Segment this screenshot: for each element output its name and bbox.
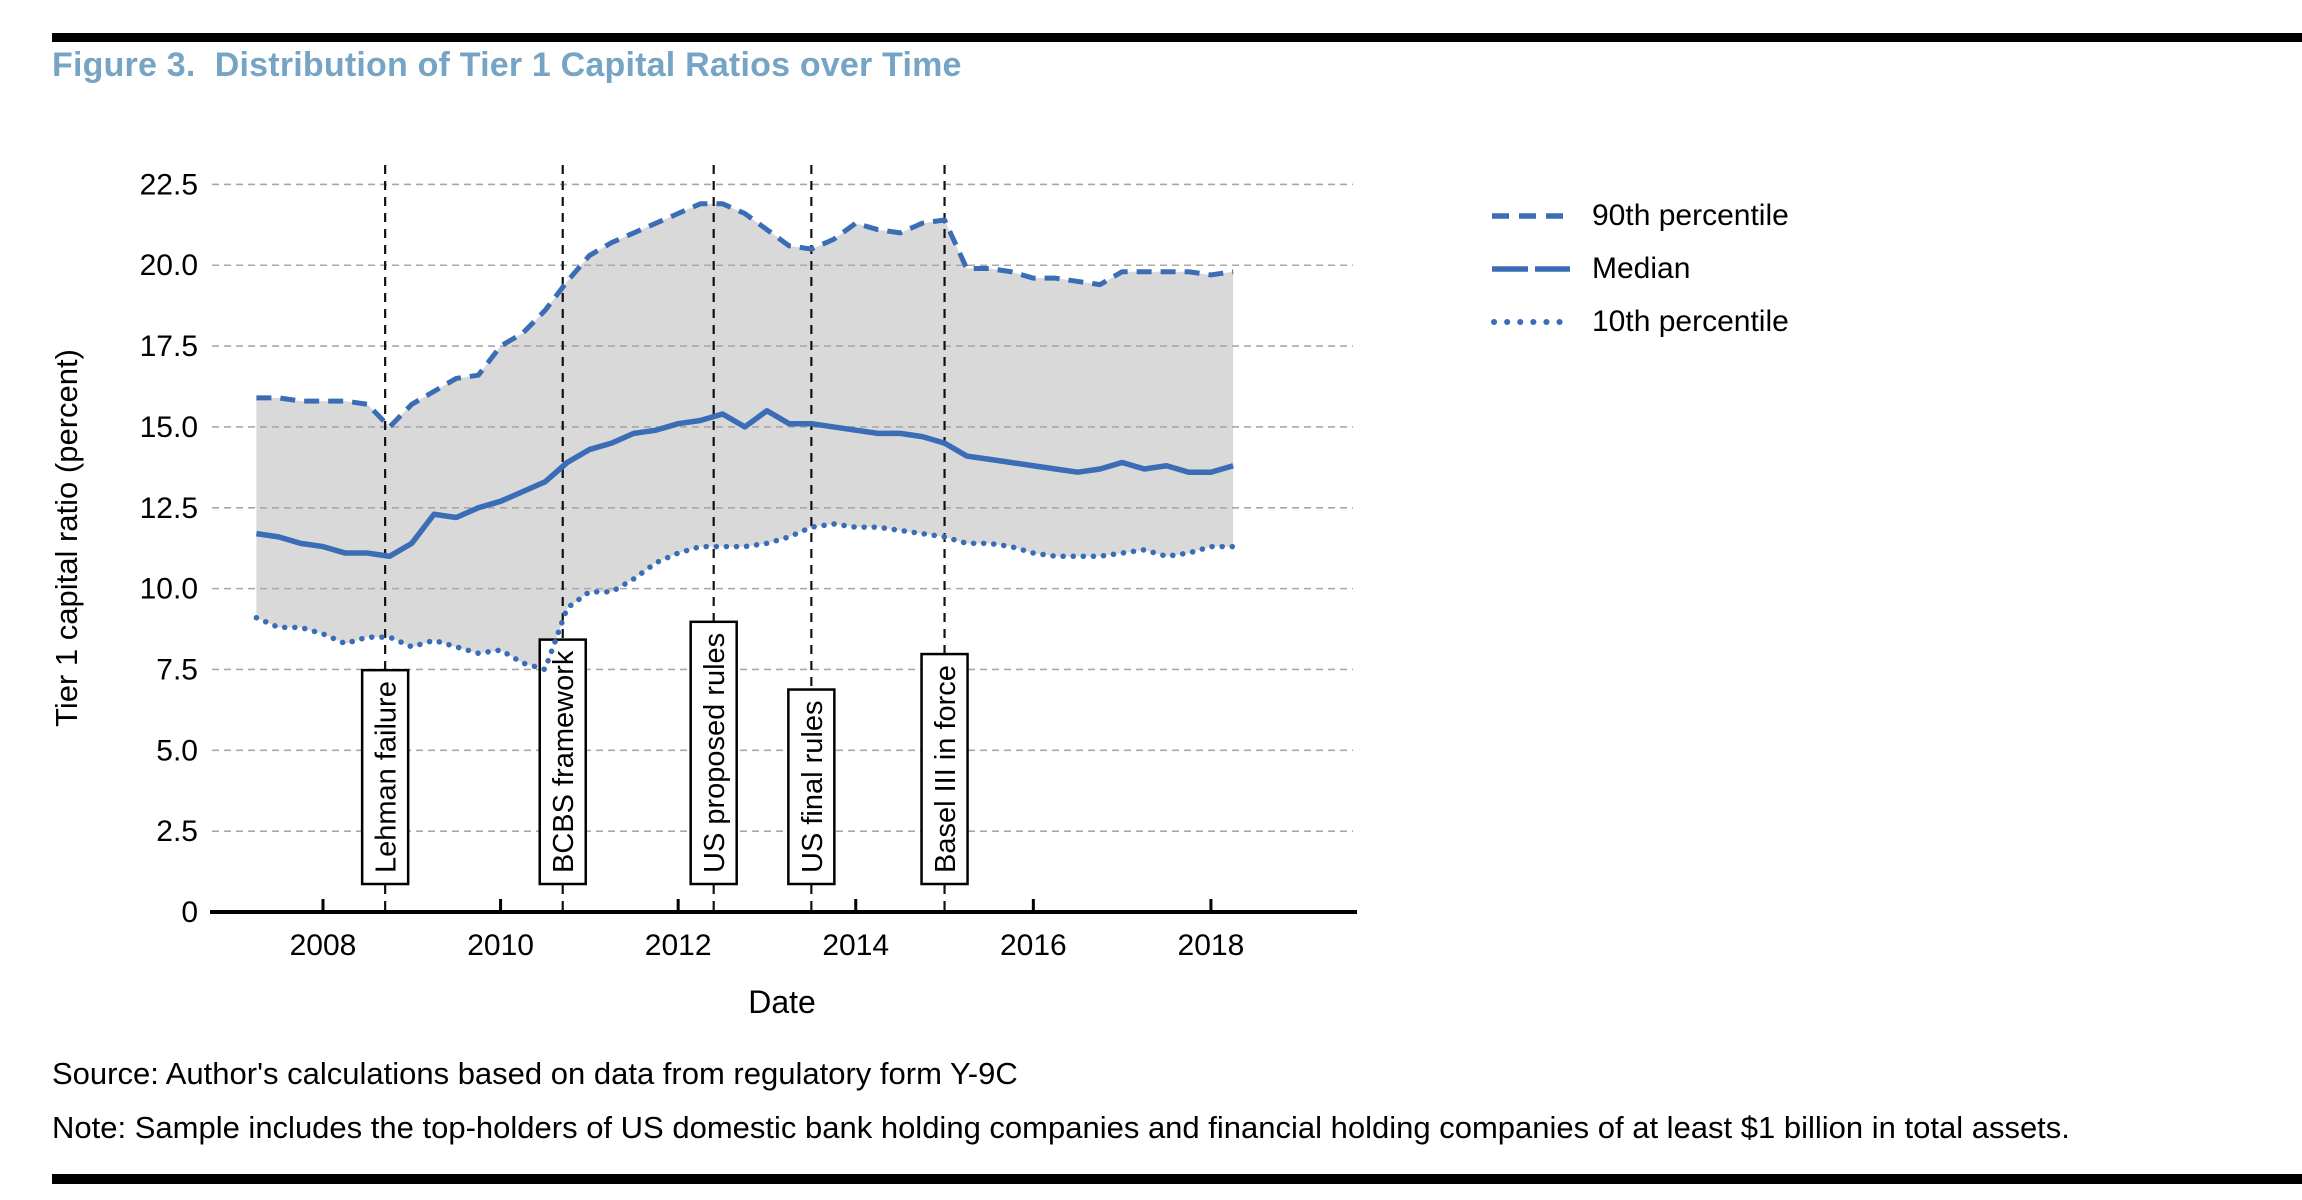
event-label: Lehman failure bbox=[371, 681, 403, 873]
tier1-capital-ratio-chart: Lehman failure BCBS framework US proposed … bbox=[49, 165, 1357, 1020]
event-label-box bbox=[538, 638, 587, 886]
legend-item-90th-percentile: 90th percentile bbox=[1490, 198, 1789, 234]
y-tick-label: 17.5 bbox=[140, 330, 198, 363]
legend: 90th percentile Median 10th percentile bbox=[1490, 198, 1789, 357]
event-label-box bbox=[689, 620, 738, 886]
top-rule bbox=[52, 33, 2302, 42]
x-tick-label: 2018 bbox=[1178, 929, 1245, 962]
event-label-box bbox=[787, 688, 836, 886]
x-tick-label: 2016 bbox=[1000, 929, 1067, 962]
series-line-90th-percentile bbox=[256, 201, 1234, 430]
series-line-median bbox=[256, 408, 1234, 560]
percentile-band-layer bbox=[256, 203, 1234, 670]
bottom-rule bbox=[52, 1174, 2302, 1184]
event-label: Basel III in force bbox=[930, 665, 962, 873]
y-tick-label: 7.5 bbox=[156, 653, 198, 686]
y-tick-label: 20.0 bbox=[140, 249, 198, 282]
x-tick-label: 2012 bbox=[645, 929, 712, 962]
series-line-10th-percentile bbox=[253, 521, 1236, 673]
y-tick-label: 15.0 bbox=[140, 411, 198, 444]
legend-label: 90th percentile bbox=[1592, 199, 1789, 232]
event-label: US proposed rules bbox=[699, 633, 731, 873]
y-tick-label: 12.5 bbox=[140, 492, 198, 525]
event-label: BCBS framework bbox=[548, 650, 580, 873]
event-label-box bbox=[920, 652, 969, 886]
solid-line-icon bbox=[1492, 266, 1570, 272]
dashed-line-icon bbox=[1492, 213, 1570, 219]
y-tick-label: 22.5 bbox=[140, 168, 198, 201]
legend-label: 10th percentile bbox=[1592, 305, 1789, 338]
figure-title: Figure 3. Distribution of Tier 1 Capital… bbox=[52, 46, 962, 84]
legend-item-median: Median bbox=[1490, 251, 1789, 287]
y-tick-label: 5.0 bbox=[156, 734, 198, 767]
y-axis-title: Tier 1 capital ratio (percent) bbox=[49, 349, 84, 727]
axis-layer: 2008 2010 2012 2014 2016 2018 0 2.5 5.0 7.5 10.0 12… bbox=[140, 168, 1357, 962]
x-axis-title: Date bbox=[748, 984, 816, 1020]
dotted-line-icon bbox=[1491, 319, 1572, 325]
legend-label: Median bbox=[1592, 252, 1691, 285]
y-tick-label: 0 bbox=[181, 896, 198, 929]
source-note: Source: Author's calculations based on d… bbox=[52, 1056, 1018, 1091]
sample-note: Note: Sample includes the top-holders of… bbox=[52, 1110, 2070, 1145]
event-label-box bbox=[360, 668, 410, 886]
event-label: US final rules bbox=[797, 701, 829, 873]
percentile-band bbox=[256, 203, 1234, 670]
legend-item-10th-percentile: 10th percentile bbox=[1490, 304, 1789, 340]
x-tick-label: 2014 bbox=[822, 929, 889, 962]
y-tick-label: 10.0 bbox=[140, 573, 198, 606]
x-tick-label: 2008 bbox=[290, 929, 357, 962]
series-layer bbox=[253, 201, 1236, 673]
event-line-layer: Lehman failure BCBS framework US proposed … bbox=[360, 165, 969, 912]
y-tick-label: 2.5 bbox=[156, 815, 198, 848]
gridline-layer bbox=[212, 183, 1353, 832]
x-tick-label: 2010 bbox=[467, 929, 534, 962]
